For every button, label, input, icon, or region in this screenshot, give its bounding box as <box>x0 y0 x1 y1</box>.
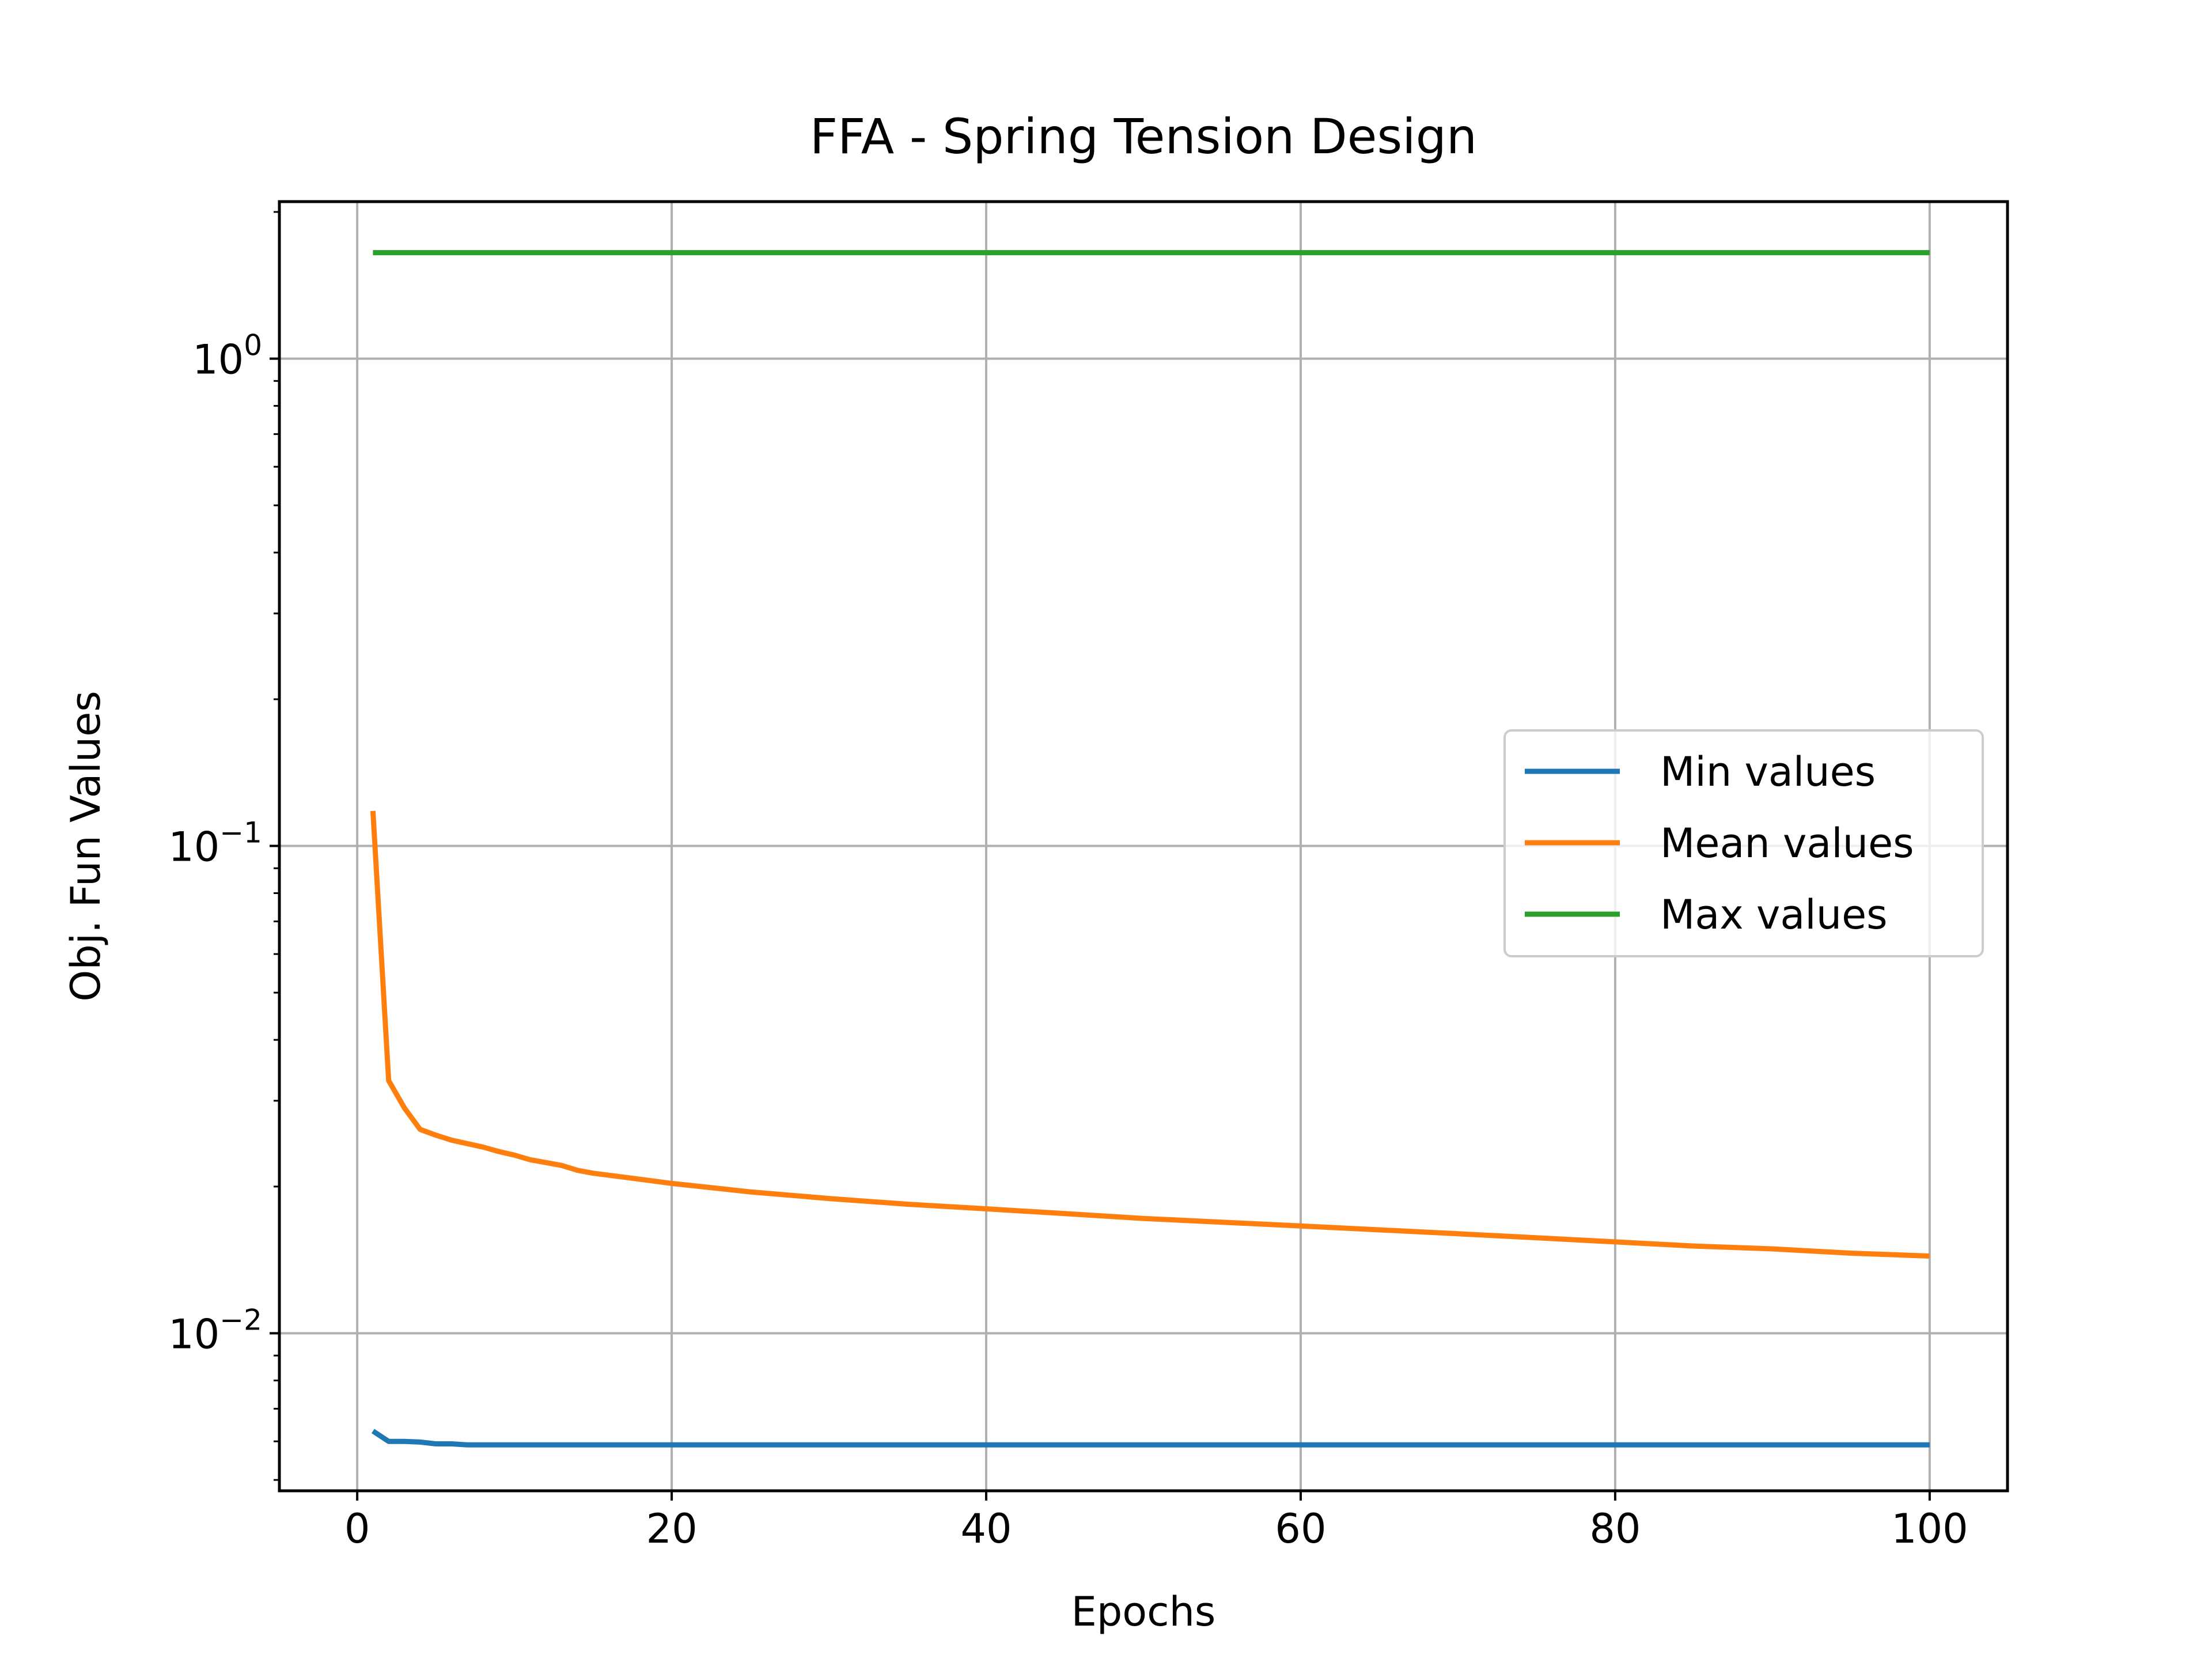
y-tick-label: 10−1 <box>168 816 262 871</box>
x-tick-label: 20 <box>646 1505 698 1552</box>
chart-title: FFA - Spring Tension Design <box>810 108 1477 165</box>
y-axis-label: Obj. Fun Values <box>62 691 109 1002</box>
plot-lines <box>370 250 1930 1448</box>
x-tick-label: 80 <box>1589 1505 1641 1552</box>
y-tick-label: 100 <box>192 329 262 384</box>
series-line <box>371 1429 1930 1448</box>
legend-box <box>1503 729 1984 957</box>
y-tick-base: 10 <box>168 824 219 871</box>
legend-label: Min values <box>1660 748 1876 796</box>
x-axis-label: Epochs <box>1071 1588 1216 1635</box>
y-tick-base: 10 <box>168 1310 219 1358</box>
y-tick-exponent: 0 <box>244 329 262 362</box>
y-tick-exponent: −2 <box>219 1303 262 1336</box>
series-line <box>370 810 1930 1259</box>
x-tick-label: 60 <box>1275 1505 1326 1552</box>
x-tick-label: 100 <box>1891 1505 1968 1552</box>
x-tick-label: 0 <box>344 1505 370 1552</box>
y-tick-base: 10 <box>192 336 244 384</box>
legend: Min values Mean values Max values <box>1503 729 1984 957</box>
y-tick-label: 10−2 <box>168 1303 262 1358</box>
y-tick-exponent: −1 <box>219 816 262 850</box>
legend-label: Mean values <box>1660 820 1914 867</box>
legend-label: Max values <box>1660 891 1888 938</box>
x-tick-label: 40 <box>960 1505 1012 1552</box>
